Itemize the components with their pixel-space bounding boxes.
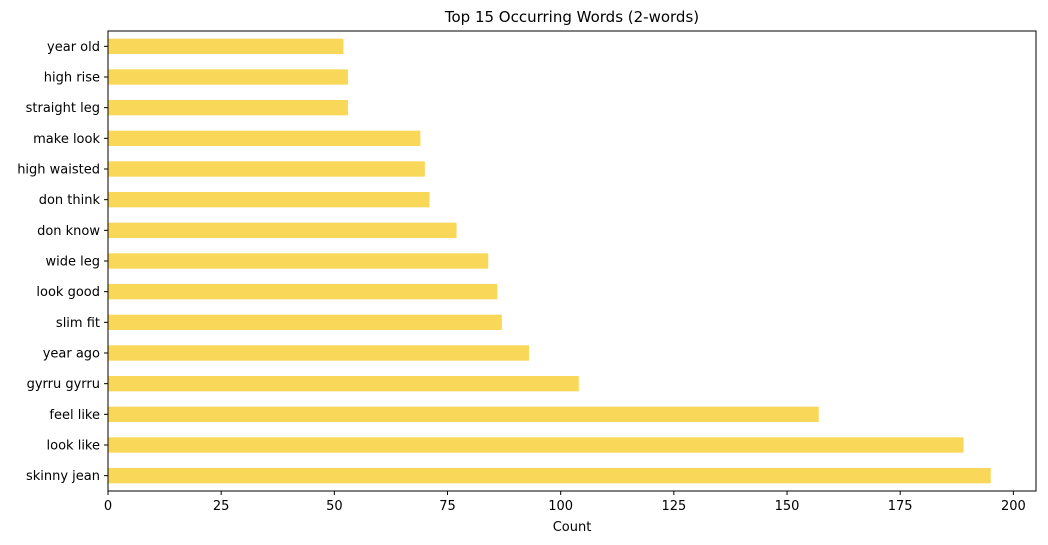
bar-slim-fit [108, 314, 502, 330]
x-tick-label: 125 [661, 499, 686, 514]
bar-look-like [108, 437, 964, 453]
bar-straight-leg [108, 100, 348, 116]
y-tick-label: gyrru gyrru [27, 377, 100, 392]
x-tick-label: 100 [548, 499, 573, 514]
bar-gyrru-gyrru [108, 376, 579, 392]
x-axis-label: Count [553, 520, 592, 535]
x-tick-label: 50 [326, 499, 343, 514]
plot-frame [107, 30, 1037, 492]
y-tick-label: high rise [44, 71, 100, 86]
bar-don-know [108, 222, 457, 238]
bar-high-rise [108, 69, 348, 85]
y-tick-label: straight leg [26, 101, 100, 116]
x-tick-label: 0 [104, 499, 112, 514]
bar-make-look [108, 130, 421, 146]
y-tick-label: make look [33, 132, 100, 147]
y-tick-label: skinny jean [26, 469, 100, 484]
y-tick-label: slim fit [56, 316, 100, 331]
y-tick-label: don think [39, 193, 101, 208]
bars-group [108, 38, 991, 484]
y-tick-label: look like [47, 439, 100, 454]
y-tick-label: year old [47, 40, 100, 55]
x-tick-label: 75 [439, 499, 456, 514]
y-tick-label: wide leg [46, 255, 101, 270]
x-tick-label: 200 [1001, 499, 1026, 514]
x-tick-label: 150 [775, 499, 800, 514]
y-tick-label: feel like [49, 408, 100, 423]
x-axis-ticks: 0 25 50 75 100 125 150 175 200 [104, 491, 1026, 514]
x-tick-label: 175 [888, 499, 913, 514]
y-axis-ticks: skinny jean look like feel like gyrru gyrru… [17, 40, 108, 484]
y-tick-label: year ago [43, 347, 100, 362]
bar-feel-like [108, 406, 819, 422]
bar-year-old [108, 38, 344, 54]
bar-don-think [108, 192, 430, 208]
bar-wide-leg [108, 253, 489, 269]
y-tick-label: high waisted [17, 163, 100, 178]
y-tick-label: don know [37, 224, 100, 239]
bar-year-ago [108, 345, 529, 361]
x-tick-label: 25 [213, 499, 230, 514]
bar-high-waisted [108, 161, 425, 177]
bar-skinny-jean [108, 468, 991, 484]
chart-title: Top 15 Occurring Words (2-words) [444, 8, 699, 26]
bar-look-good [108, 284, 498, 300]
y-tick-label: look good [36, 285, 100, 300]
